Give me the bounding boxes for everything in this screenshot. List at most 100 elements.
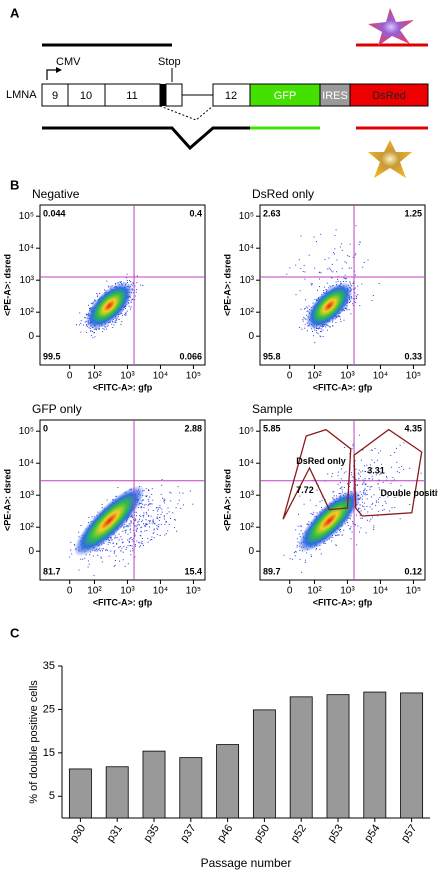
event-dot bbox=[328, 287, 330, 289]
event-dot bbox=[358, 473, 360, 475]
event-dot bbox=[85, 313, 87, 315]
event-dot bbox=[142, 545, 144, 546]
event-dot bbox=[116, 317, 118, 319]
event-dot bbox=[329, 285, 331, 287]
y-tick-label: 35 bbox=[43, 660, 55, 672]
event-dot bbox=[84, 321, 86, 323]
event-dot bbox=[384, 491, 386, 493]
event-dot bbox=[349, 282, 351, 284]
event-dot bbox=[131, 285, 133, 287]
event-dot bbox=[359, 491, 361, 493]
event-dot bbox=[132, 522, 134, 524]
event-dot bbox=[168, 511, 170, 513]
event-dot bbox=[144, 530, 146, 532]
quadrant-value: 2.63 bbox=[263, 208, 281, 218]
event-dot bbox=[369, 478, 371, 480]
bar bbox=[179, 757, 203, 819]
event-dot bbox=[319, 501, 321, 503]
event-dot bbox=[166, 513, 168, 515]
event-dot bbox=[136, 530, 138, 532]
event-dot bbox=[341, 468, 342, 470]
event-dot bbox=[164, 534, 166, 536]
event-dot bbox=[343, 447, 345, 448]
event-dot bbox=[350, 267, 352, 269]
event-dot bbox=[349, 482, 351, 483]
density-core bbox=[297, 489, 361, 553]
event-dot bbox=[69, 556, 71, 558]
event-dot bbox=[114, 564, 116, 566]
event-dot bbox=[334, 248, 336, 250]
event-dot bbox=[332, 325, 333, 327]
y-tick-label: 0 bbox=[248, 546, 254, 557]
event-dot bbox=[334, 253, 335, 255]
x-tick-label: 10³ bbox=[120, 586, 135, 597]
event-dot bbox=[95, 328, 97, 330]
event-dot bbox=[102, 331, 104, 333]
event-dot bbox=[313, 236, 315, 238]
event-dot bbox=[320, 233, 322, 235]
event-dot bbox=[378, 510, 380, 512]
event-dot bbox=[141, 526, 143, 528]
event-dot bbox=[134, 525, 136, 527]
event-dot bbox=[286, 273, 288, 275]
event-dot bbox=[158, 519, 160, 521]
event-dot bbox=[163, 516, 165, 518]
event-dot bbox=[126, 547, 128, 549]
event-dot bbox=[148, 490, 150, 492]
event-dot bbox=[332, 252, 334, 254]
event-dot bbox=[80, 525, 82, 526]
event-dot bbox=[152, 499, 154, 501]
event-dot bbox=[331, 285, 333, 287]
event-dot bbox=[341, 267, 343, 269]
event-dot bbox=[308, 254, 310, 256]
event-dot bbox=[100, 557, 102, 559]
event-dot bbox=[117, 316, 119, 318]
event-dot bbox=[149, 496, 151, 498]
event-dot bbox=[110, 285, 112, 287]
event-dot bbox=[366, 490, 368, 492]
event-dot bbox=[338, 471, 340, 473]
x-tick-label: p35 bbox=[141, 823, 161, 845]
event-dot bbox=[360, 527, 362, 529]
y-tick-label: 10² bbox=[240, 307, 255, 318]
event-dot bbox=[98, 329, 100, 330]
event-dot bbox=[111, 539, 113, 541]
event-dot bbox=[335, 545, 337, 547]
x-tick-label: 10⁵ bbox=[406, 586, 421, 597]
y-tick-label: 15 bbox=[43, 747, 55, 759]
event-dot bbox=[294, 555, 296, 557]
event-dot bbox=[123, 527, 125, 529]
event-dot bbox=[349, 302, 350, 303]
event-dot bbox=[340, 321, 342, 322]
event-dot bbox=[283, 554, 285, 556]
event-dot bbox=[304, 308, 306, 310]
x-tick-label: 0 bbox=[287, 586, 293, 597]
event-dot bbox=[401, 466, 403, 467]
event-dot bbox=[342, 281, 344, 282]
event-dot bbox=[306, 330, 308, 332]
event-dot bbox=[341, 534, 343, 536]
event-dot bbox=[392, 477, 394, 479]
event-dot bbox=[158, 507, 160, 509]
event-dot bbox=[382, 509, 384, 511]
event-dot bbox=[145, 503, 147, 505]
event-dot bbox=[164, 499, 166, 501]
event-dot bbox=[86, 326, 88, 327]
event-dot bbox=[137, 524, 139, 526]
event-dot bbox=[140, 284, 142, 286]
event-dot bbox=[122, 314, 124, 316]
event-dot bbox=[335, 535, 337, 537]
event-dot bbox=[364, 484, 366, 486]
event-dot bbox=[327, 325, 329, 327]
event-dot bbox=[359, 434, 361, 436]
x-tick-label: 10⁵ bbox=[406, 371, 421, 382]
event-dot bbox=[379, 496, 381, 498]
event-dot bbox=[359, 507, 361, 509]
event-dot bbox=[129, 537, 131, 539]
event-dot bbox=[318, 328, 319, 330]
event-dot bbox=[163, 498, 165, 500]
event-dot bbox=[78, 531, 80, 533]
event-dot bbox=[304, 561, 306, 563]
event-dot bbox=[376, 459, 378, 461]
element-label: GFP bbox=[274, 90, 297, 102]
